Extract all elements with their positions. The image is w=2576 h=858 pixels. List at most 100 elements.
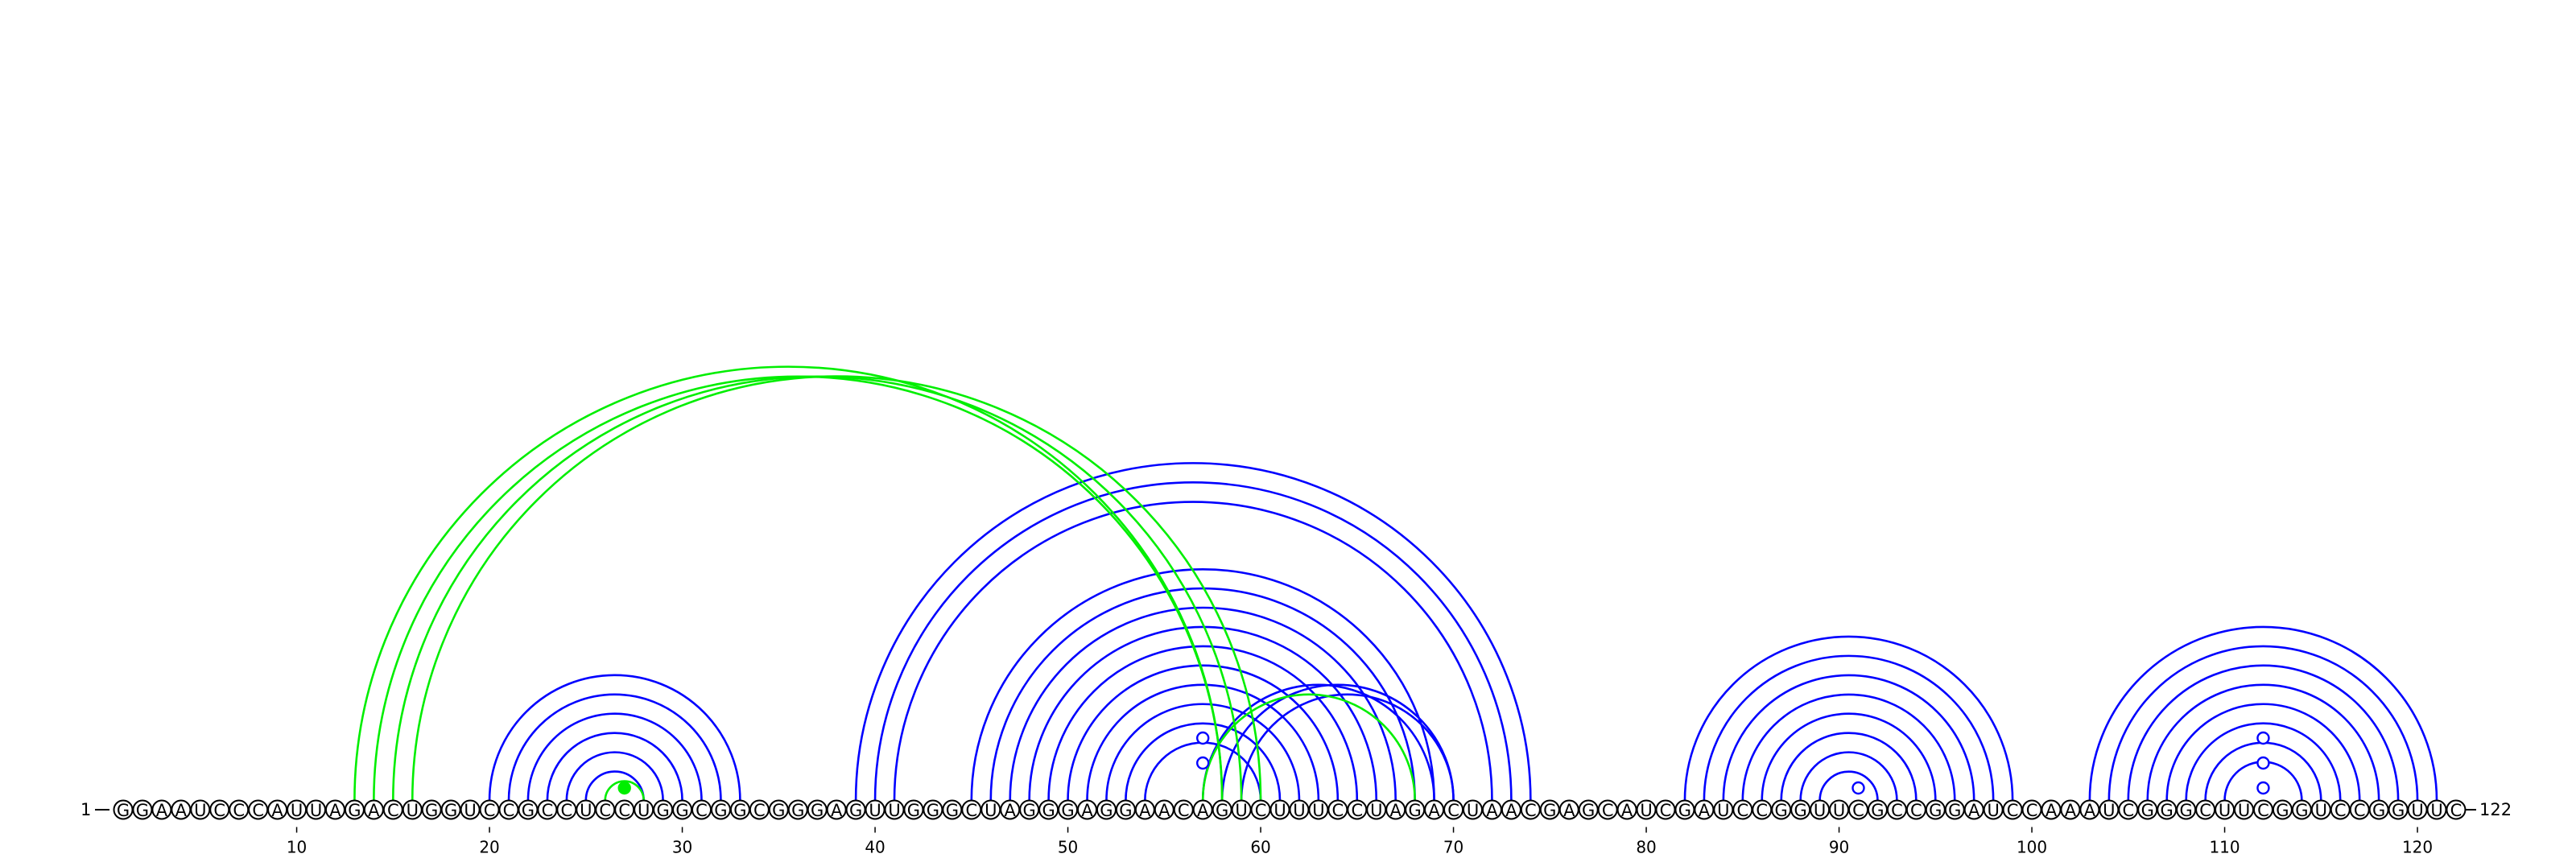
nucleotide-letter: C <box>2007 801 2019 820</box>
nucleotide: A <box>1694 799 1715 820</box>
nucleotide: G <box>672 799 693 820</box>
nucleotide-letter: C <box>1447 801 1459 820</box>
nucleotide-letter: G <box>2372 801 2385 820</box>
nucleotide-letter: G <box>927 801 939 820</box>
nucleotide: A <box>1558 799 1579 820</box>
nucleotide: C <box>595 799 616 820</box>
nucleotide: G <box>1115 799 1136 820</box>
nucleotide-letter: G <box>1929 801 1942 820</box>
nucleotide: C <box>691 799 712 820</box>
nucleotide: U <box>1463 799 1483 820</box>
start-label: 1 <box>80 800 91 819</box>
nucleotide: U <box>1810 799 1831 820</box>
nucleotide-letter: G <box>811 801 824 820</box>
nucleotide: C <box>537 799 558 820</box>
tick-label: 70 <box>1443 838 1463 857</box>
nucleotide-letter: C <box>1332 801 1344 820</box>
base-pair-arc-89-92 <box>1818 770 1879 801</box>
nucleotide-letter: C <box>1891 801 1903 820</box>
nucleotide-letter: C <box>233 801 245 820</box>
nucleotide: U <box>1636 799 1657 820</box>
nucleotide-letter: G <box>1794 801 1807 820</box>
nucleotide: A <box>363 799 384 820</box>
base-pair-arcs <box>353 365 2438 801</box>
tick-label: 110 <box>2209 838 2240 857</box>
backbone: 1 122 <box>80 800 2512 819</box>
nucleotide-letter: G <box>2276 801 2289 820</box>
nucleotide-letter: U <box>1987 801 1999 820</box>
base-pair-arc-26-28 <box>604 780 645 801</box>
nucleotide-letter: A <box>1505 801 1517 820</box>
loop-marker-dot <box>2256 756 2270 770</box>
nucleotide: G <box>132 799 153 820</box>
nucleotide: U <box>576 799 597 820</box>
nucleotide: G <box>845 799 866 820</box>
nucleotide: U <box>460 799 481 820</box>
nucleotide: U <box>884 799 905 820</box>
nucleotide: G <box>1790 799 1811 820</box>
nucleotide: C <box>1597 799 1618 820</box>
tick-label: 120 <box>2402 838 2433 857</box>
nucleotide-letter: A <box>1563 801 1575 820</box>
nucleotide-letter: C <box>2257 801 2269 820</box>
nucleotide: C <box>961 799 982 820</box>
nucleotide: G <box>344 799 365 820</box>
base-pair-arc-40-73 <box>873 481 1513 801</box>
nucleotide: G <box>1674 799 1695 820</box>
nucleotide: C <box>749 799 770 820</box>
nucleotide: A <box>1385 799 1406 820</box>
nucleotide-letter: A <box>831 801 843 820</box>
loop-marker-dot <box>1195 731 1210 745</box>
nucleotide: C <box>382 799 403 820</box>
tick-label: 60 <box>1250 838 1270 857</box>
nucleotide: G <box>1578 799 1599 820</box>
nucleotide: C <box>2021 799 2042 820</box>
nucleotide-letter: U <box>464 801 476 820</box>
nucleotide: A <box>267 799 288 820</box>
base-pair-arc-57-68 <box>1201 693 1416 801</box>
base-pair-arc-104-120 <box>2107 645 2419 801</box>
tick-label: 100 <box>2017 838 2047 857</box>
nucleotide-letter: U <box>2219 801 2231 820</box>
nucleotide: A <box>826 799 847 820</box>
base-pair-arc-53-61 <box>1125 722 1282 801</box>
nucleotide-letter: C <box>1178 801 1190 820</box>
nucleotide-letter: U <box>407 801 419 820</box>
nucleotide: A <box>2079 799 2100 820</box>
base-pair-arc-22-31 <box>526 712 703 801</box>
nucleotide-letter: A <box>1081 801 1093 820</box>
nucleotide-letter: A <box>1197 801 1209 820</box>
nucleotide-letter: C <box>503 801 515 820</box>
nucleotide-letter: C <box>2354 801 2366 820</box>
tick-label: 50 <box>1058 838 1078 857</box>
base-pair-arc-14-58 <box>373 375 1224 801</box>
loop-marker-dot <box>1852 781 1865 795</box>
nucleotide: C <box>229 799 250 820</box>
nucleotide: A <box>171 799 192 820</box>
end-label: 122 <box>2479 800 2512 819</box>
nucleotide-letter: A <box>368 801 380 820</box>
base-pair-arc-45-69 <box>970 567 1435 801</box>
base-pair-arc-51-63 <box>1086 683 1320 801</box>
nucleotide-letter: G <box>907 801 920 820</box>
nucleotide-letter: G <box>1409 801 1422 820</box>
base-pair-arc-24-29 <box>565 751 664 801</box>
nucleotide-letter: U <box>1370 801 1382 820</box>
nucleotide-letter: G <box>714 801 727 820</box>
nucleotide-letter: U <box>310 801 322 820</box>
nucleotide-letter: C <box>599 801 611 820</box>
base-pair-arc-13-58 <box>353 365 1224 801</box>
nucleotide: A <box>1000 799 1021 820</box>
base-pair-arc-82-99 <box>1683 635 2014 801</box>
nucleotide-letter: A <box>2065 801 2077 820</box>
nucleotide: C <box>479 799 500 820</box>
nucleotide-letter: A <box>1968 801 1980 820</box>
nucleotide: G <box>2368 799 2389 820</box>
nucleotide-letter: A <box>1005 801 1017 820</box>
nucleotide: A <box>1424 799 1445 820</box>
nucleotide: C <box>1752 799 1773 820</box>
nucleotide: U <box>2215 799 2235 820</box>
nucleotide: G <box>1771 799 1792 820</box>
nucleotide-letter: U <box>1235 801 1247 820</box>
nucleotide: G <box>2272 799 2293 820</box>
